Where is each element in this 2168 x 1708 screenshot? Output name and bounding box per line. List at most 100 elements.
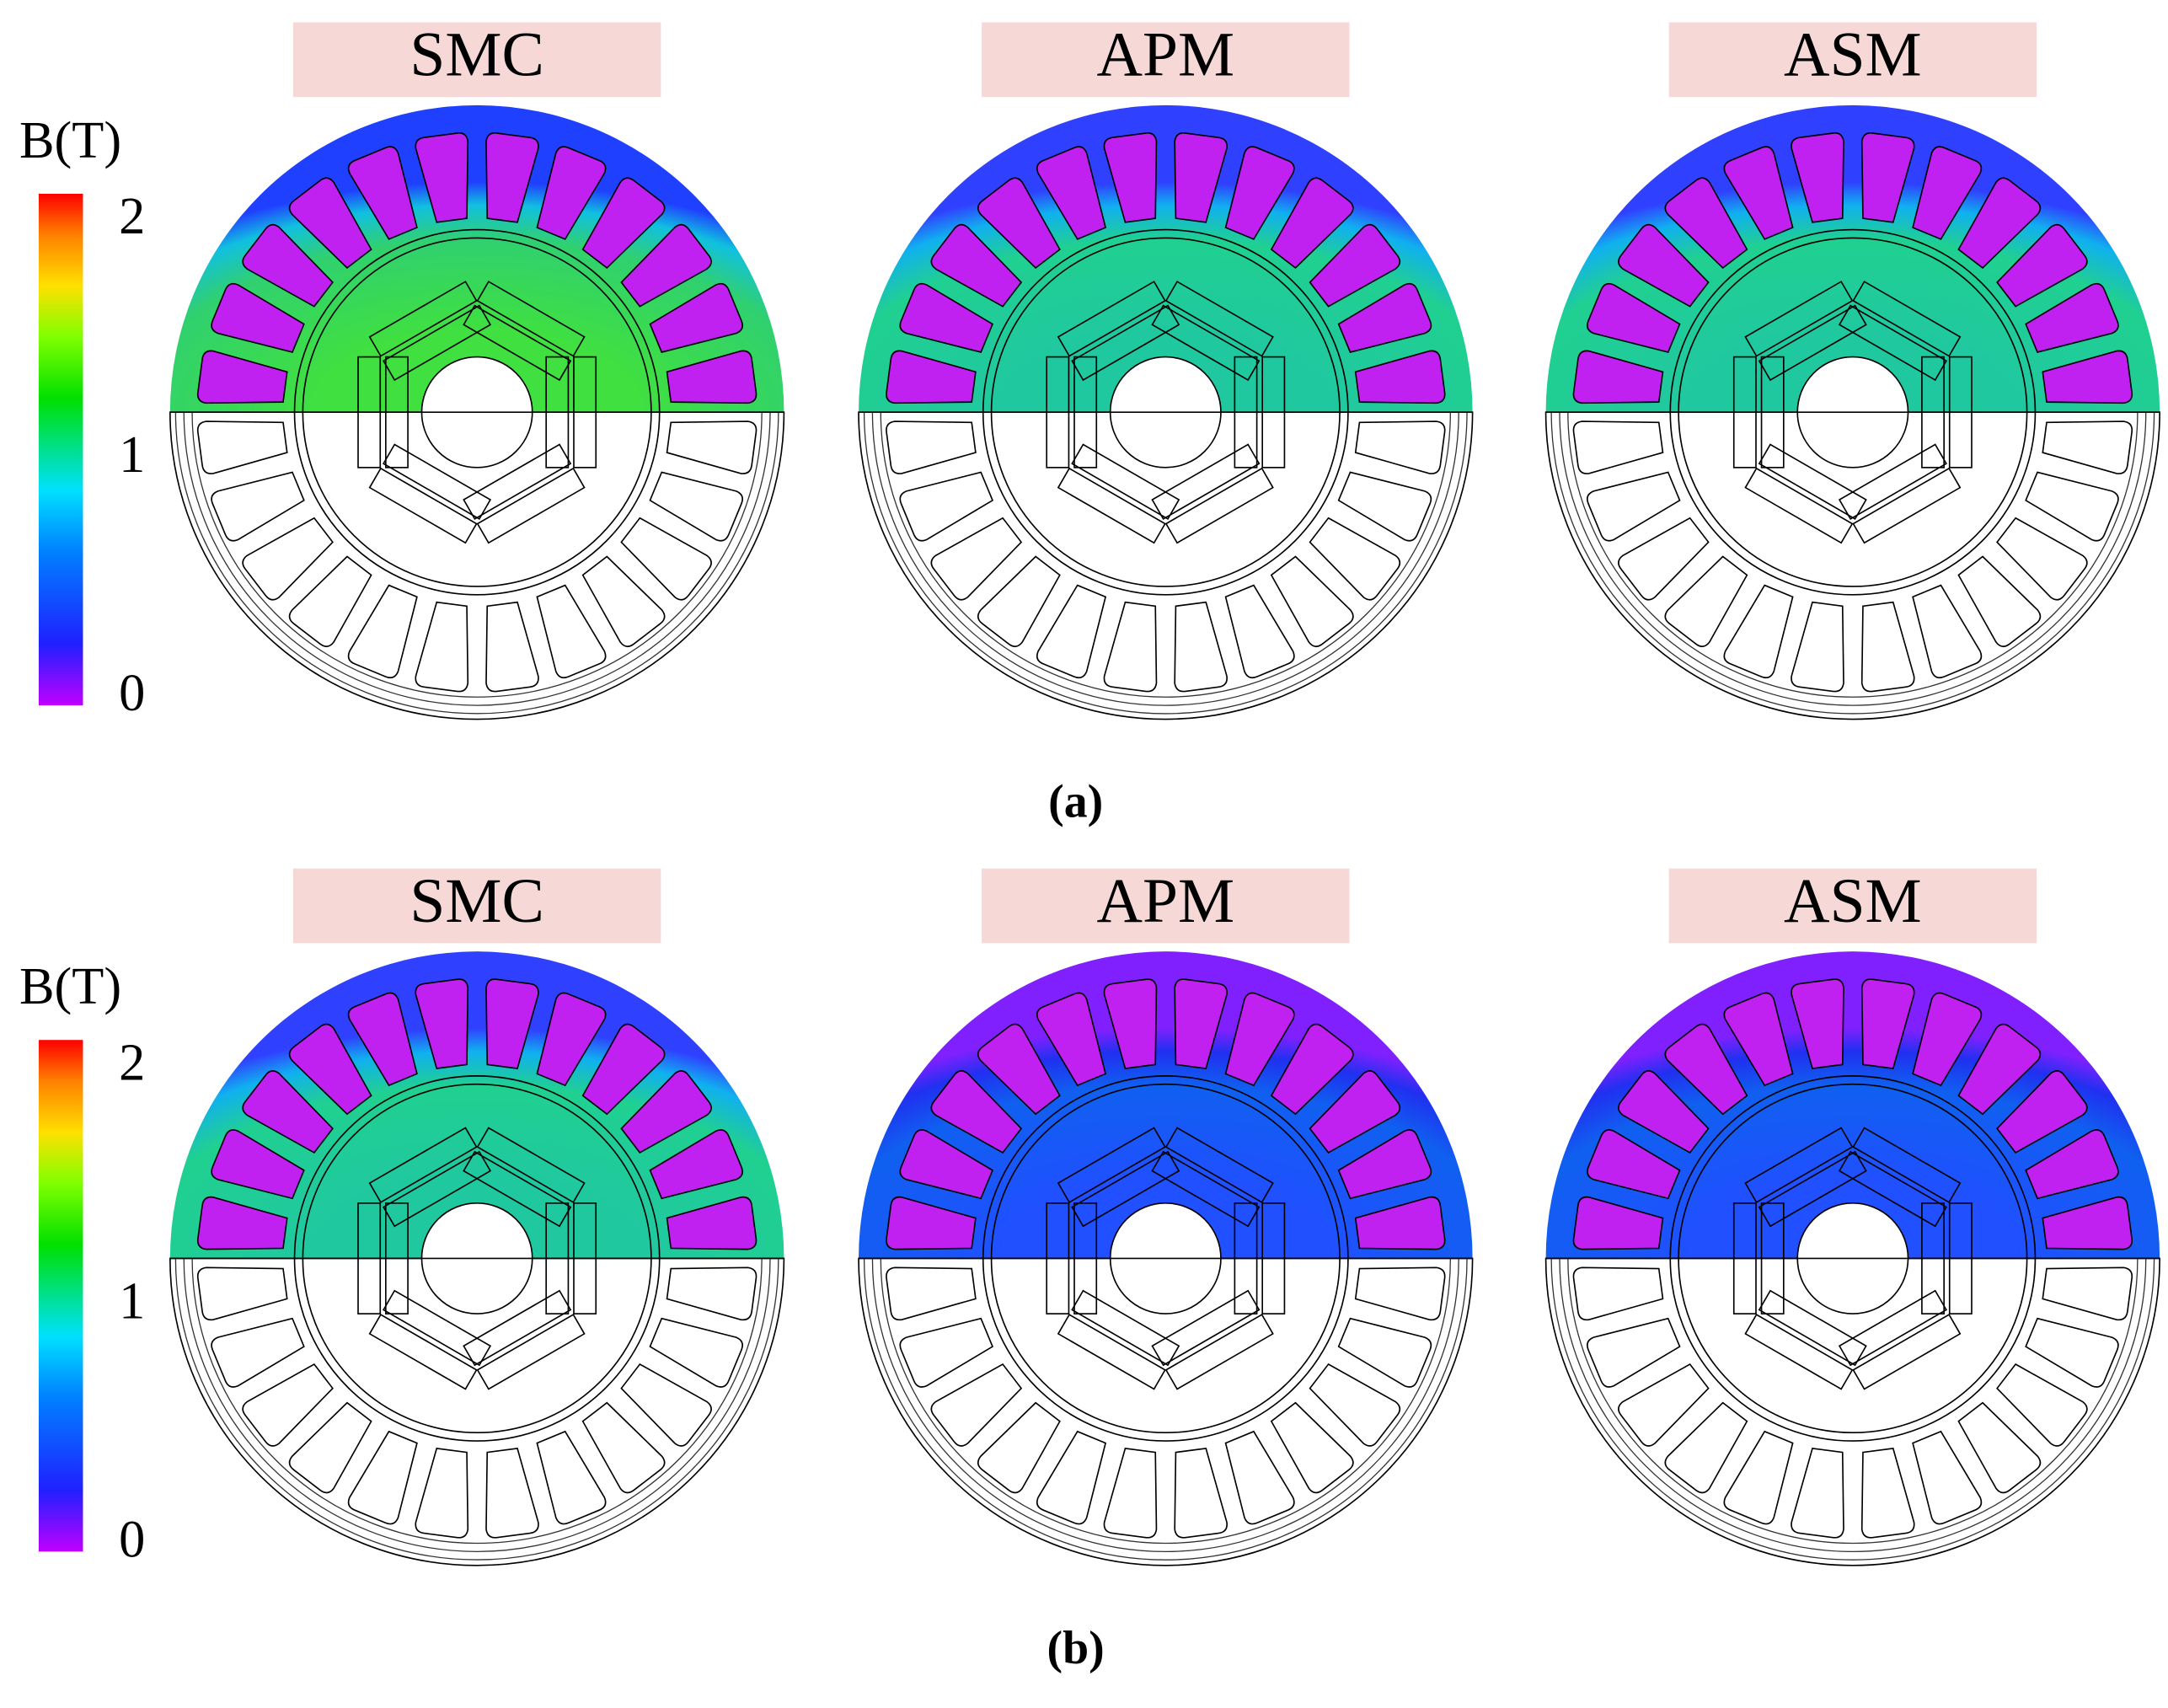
magnet-bar xyxy=(383,443,492,520)
slot xyxy=(1664,177,1748,270)
magnet xyxy=(1838,1289,1962,1390)
slot xyxy=(1912,146,1983,240)
slot xyxy=(2025,1317,2119,1388)
slot xyxy=(1572,350,1664,404)
slot-shape xyxy=(1723,146,1794,240)
flux-line xyxy=(191,1258,763,1545)
slot-shape xyxy=(1587,282,1681,353)
slot-shape xyxy=(536,1430,607,1525)
slot xyxy=(1618,1070,1710,1154)
slot xyxy=(1957,1401,2042,1494)
slot xyxy=(1664,1401,1748,1494)
slot xyxy=(1309,1363,1401,1447)
slot-shape xyxy=(1664,177,1748,270)
magnet-bar xyxy=(1151,443,1261,520)
slot xyxy=(196,1196,288,1250)
slot-shape xyxy=(1270,177,1354,270)
slot-shape xyxy=(666,1196,757,1250)
slot-shape xyxy=(1723,992,1794,1087)
slot xyxy=(1354,350,1446,404)
flux-line xyxy=(1567,412,2139,698)
magnet-bar xyxy=(1744,467,1854,544)
machine: SMC xyxy=(169,866,785,1566)
slot xyxy=(1270,1401,1354,1494)
slot-shape xyxy=(242,1070,334,1154)
slot-shape xyxy=(536,146,607,240)
magnet xyxy=(1838,443,1962,544)
slot-shape xyxy=(1957,1401,2042,1494)
magnet xyxy=(1057,1127,1180,1228)
magnet-bar xyxy=(368,467,478,544)
slot-shape xyxy=(649,471,743,542)
slot xyxy=(1791,601,1844,693)
slot-shape xyxy=(1791,132,1844,223)
slot-shape xyxy=(211,282,305,353)
magnet-bar xyxy=(1758,304,1867,382)
slot xyxy=(347,992,418,1087)
slot-shape xyxy=(1996,223,2088,308)
slot xyxy=(536,584,607,679)
slot-shape xyxy=(288,1023,372,1116)
slot-shape xyxy=(1354,1266,1446,1321)
slot xyxy=(211,1129,305,1200)
slot-shape xyxy=(649,1129,743,1200)
slot-shape xyxy=(899,1317,994,1388)
slot-shape xyxy=(288,1401,372,1494)
magnet-bar xyxy=(1852,467,1962,544)
colorbar-tick-label: 2 xyxy=(119,187,145,245)
slot-shape xyxy=(1270,555,1354,647)
slot xyxy=(1723,584,1794,679)
slot-shape xyxy=(242,223,334,308)
slot xyxy=(977,555,1061,647)
slot xyxy=(1860,978,1915,1069)
slot-shape xyxy=(930,517,1023,601)
colorbar-tick-label: 1 xyxy=(119,1272,145,1330)
slot xyxy=(930,517,1023,601)
slot xyxy=(899,282,994,353)
slot-shape xyxy=(347,992,418,1087)
slot-shape xyxy=(1572,1266,1664,1321)
slot xyxy=(1791,978,1844,1069)
magnet-bar xyxy=(1057,1314,1166,1390)
magnet xyxy=(368,1289,492,1390)
magnet-bar xyxy=(1151,1150,1261,1228)
slot xyxy=(581,1401,666,1494)
slot-shape xyxy=(2025,1317,2119,1388)
slot xyxy=(1270,555,1354,647)
slot xyxy=(899,1129,994,1200)
slot xyxy=(1912,992,1983,1087)
slot xyxy=(1572,1196,1664,1250)
magnet-bar xyxy=(463,304,572,382)
slot-shape xyxy=(1996,517,2088,601)
slot-shape xyxy=(1103,132,1158,223)
slot-shape xyxy=(930,1363,1023,1447)
magnet-bar xyxy=(1838,1150,1947,1228)
slot-shape xyxy=(485,132,539,223)
slot-shape xyxy=(288,177,372,270)
slot-shape xyxy=(1912,584,1983,679)
magnet-bar xyxy=(1071,1150,1180,1228)
slot xyxy=(666,1266,757,1321)
slot xyxy=(2042,350,2133,404)
magnet xyxy=(1151,1289,1274,1390)
slot xyxy=(1860,132,1915,223)
magnet-bar xyxy=(368,1314,478,1390)
slot-shape xyxy=(886,350,977,404)
slot xyxy=(1224,1430,1295,1525)
slot-shape xyxy=(1224,992,1295,1087)
slot-shape xyxy=(1664,1401,1748,1494)
magnet-bar xyxy=(476,1127,586,1203)
slot-shape xyxy=(242,1363,334,1447)
flux-line xyxy=(863,412,1468,715)
slot xyxy=(485,978,539,1069)
slot xyxy=(347,584,418,679)
colorbar-tick-label: 1 xyxy=(119,426,145,484)
slot-shape xyxy=(899,471,994,542)
magnet-bar xyxy=(463,1150,572,1228)
magnet xyxy=(463,1289,586,1390)
slot-shape xyxy=(666,350,757,404)
slot xyxy=(620,223,712,308)
slot xyxy=(1587,282,1681,353)
slot xyxy=(2025,471,2119,542)
magnet-bar xyxy=(383,304,492,382)
